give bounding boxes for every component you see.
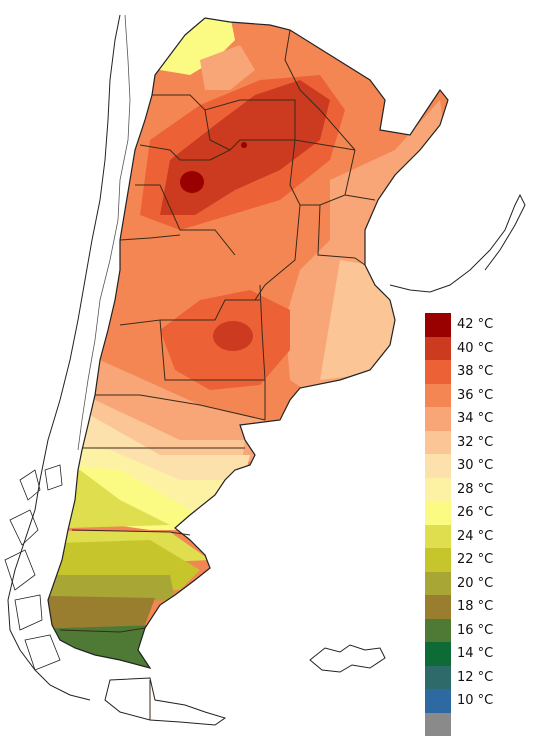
legend-swatch	[425, 595, 451, 619]
legend-row: 42 °C	[425, 313, 505, 337]
legend-row: 40 °C	[425, 336, 505, 360]
malvinas-islands	[309, 644, 386, 673]
tierra-del-fuego-outline	[104, 677, 227, 726]
legend-label: 42 °C	[457, 317, 494, 333]
legend-label: 40 °C	[457, 340, 494, 356]
legend-label: 30 °C	[457, 458, 494, 474]
legend-label: 36 °C	[457, 387, 494, 403]
legend-label: 18 °C	[457, 599, 494, 615]
legend-row: 28 °C	[425, 477, 505, 501]
legend-label: 38 °C	[457, 364, 494, 380]
legend-row: 34 °C	[425, 407, 505, 431]
legend-swatch	[425, 524, 451, 548]
legend-swatch	[425, 665, 451, 689]
legend-row: 26 °C	[425, 501, 505, 525]
legend-row: 38 °C	[425, 360, 505, 384]
legend-swatch	[425, 383, 451, 407]
legend-swatch	[425, 360, 451, 384]
legend-row: 24 °C	[425, 524, 505, 548]
rio-de-la-plata-coast	[389, 193, 526, 293]
legend-label: 32 °C	[457, 434, 494, 450]
legend-row: 20 °C	[425, 571, 505, 595]
legend-row	[425, 712, 505, 736]
legend-label: 24 °C	[457, 528, 494, 544]
legend-row: 14 °C	[425, 642, 505, 666]
province-boundaries	[59, 29, 376, 720]
band-24-south	[48, 470, 170, 530]
legend-label: 34 °C	[457, 411, 494, 427]
band-12	[150, 705, 180, 722]
chile-coast-line	[7, 14, 121, 701]
legend-swatch	[425, 407, 451, 431]
legend-row: 10 °C	[425, 689, 505, 713]
legend-label: 10 °C	[457, 693, 494, 709]
legend-swatch	[425, 454, 451, 478]
temperature-legend: 42 °C 40 °C 38 °C 36 °C 34 °C 32 °C 30 °C 28 °C…	[425, 313, 505, 736]
legend-swatch	[425, 501, 451, 525]
legend-label: 20 °C	[457, 575, 494, 591]
legend-swatch	[425, 618, 451, 642]
archipelago-outline	[4, 464, 63, 671]
legend-label: 22 °C	[457, 552, 494, 568]
legend-swatch	[425, 336, 451, 360]
band-40-central	[213, 321, 253, 351]
band-16	[48, 625, 160, 668]
legend-row: 22 °C	[425, 548, 505, 572]
legend-row: 18 °C	[425, 595, 505, 619]
legend-row: 36 °C	[425, 383, 505, 407]
legend-swatch	[425, 689, 451, 713]
band-42-north-dot	[241, 142, 247, 148]
legend-swatch	[425, 313, 451, 337]
legend-label: 26 °C	[457, 505, 494, 521]
legend-row: 16 °C	[425, 618, 505, 642]
legend-label: 12 °C	[457, 669, 494, 685]
legend-row: 12 °C	[425, 665, 505, 689]
legend-swatch	[425, 548, 451, 572]
band-18	[48, 595, 155, 630]
legend-label: 16 °C	[457, 622, 494, 638]
legend-swatch	[425, 477, 451, 501]
band-34-north	[200, 45, 255, 90]
legend-row: 30 °C	[425, 454, 505, 478]
legend-row: 32 °C	[425, 430, 505, 454]
legend-label: 28 °C	[457, 481, 494, 497]
legend-swatch	[425, 712, 451, 736]
chile-east-border-line	[77, 14, 131, 451]
band-20	[48, 575, 175, 605]
legend-swatch	[425, 571, 451, 595]
band-42-north-west	[180, 171, 204, 193]
legend-label: 14 °C	[457, 646, 494, 662]
legend-swatch	[425, 642, 451, 666]
legend-swatch	[425, 430, 451, 454]
